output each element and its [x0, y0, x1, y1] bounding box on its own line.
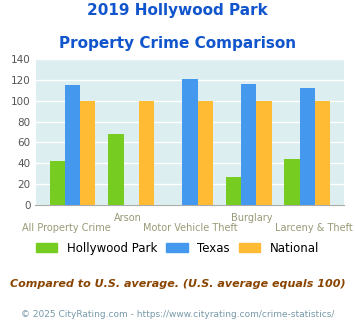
Bar: [241, 84, 256, 205]
Bar: [315, 101, 330, 205]
Bar: [198, 101, 213, 205]
Text: Arson: Arson: [114, 213, 142, 223]
Bar: [65, 85, 80, 205]
Text: Property Crime Comparison: Property Crime Comparison: [59, 36, 296, 51]
Text: 2019 Hollywood Park: 2019 Hollywood Park: [87, 3, 268, 18]
Bar: [256, 101, 272, 205]
Legend: Hollywood Park, Texas, National: Hollywood Park, Texas, National: [31, 237, 324, 259]
Bar: [108, 134, 124, 205]
Bar: [226, 177, 241, 205]
Text: All Property Crime: All Property Crime: [22, 223, 111, 233]
Bar: [300, 88, 315, 205]
Bar: [139, 101, 154, 205]
Text: Larceny & Theft: Larceny & Theft: [274, 223, 353, 233]
Text: Motor Vehicle Theft: Motor Vehicle Theft: [143, 223, 237, 233]
Bar: [50, 161, 65, 205]
Bar: [182, 79, 198, 205]
Text: Burglary: Burglary: [231, 213, 272, 223]
Text: © 2025 CityRating.com - https://www.cityrating.com/crime-statistics/: © 2025 CityRating.com - https://www.city…: [21, 310, 334, 319]
Bar: [80, 101, 95, 205]
Text: Compared to U.S. average. (U.S. average equals 100): Compared to U.S. average. (U.S. average …: [10, 279, 345, 289]
Bar: [284, 159, 300, 205]
